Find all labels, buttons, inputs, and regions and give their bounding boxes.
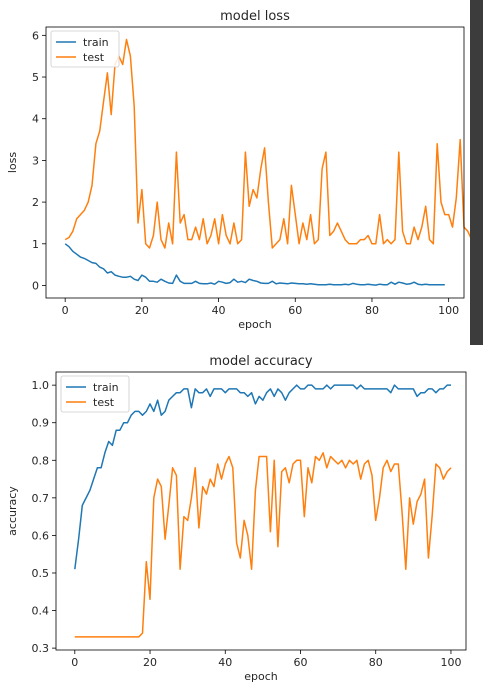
y-tick-label: 0.6 (32, 529, 50, 542)
chart-title: model loss (220, 9, 290, 24)
x-tick-label: 60 (288, 304, 302, 317)
y-tick-label: 0.9 (32, 417, 50, 430)
x-tick-label: 0 (62, 304, 69, 317)
loss-chart: model loss 0 20 40 60 80 100 0 1 2 3 4 5 6 epoch loss tr… (6, 9, 470, 331)
series-line-test (74, 452, 452, 638)
accuracy-chart: model accuracy 0 20 40 60 80 100 0.3 0.4 0.5 0.6 0.… (6, 354, 467, 683)
x-tick-label: 100 (440, 656, 461, 669)
scrollbar[interactable] (470, 0, 483, 345)
x-tick-label: 20 (135, 304, 149, 317)
y-axis-label: accuracy (6, 486, 19, 536)
series-line-test (64, 38, 470, 249)
x-tick-label: 80 (365, 304, 379, 317)
y-tick-label: 0 (32, 279, 39, 292)
x-tick-label: 20 (143, 656, 157, 669)
y-tick-label: 0.7 (32, 492, 50, 505)
x-tick-label: 100 (438, 304, 459, 317)
y-tick-label: 0.3 (32, 642, 50, 655)
plot-frame (55, 371, 467, 651)
y-tick-label: 0.5 (32, 567, 50, 580)
y-tick-label: 0.8 (32, 454, 50, 467)
y-tick-label: 1 (32, 238, 39, 251)
series-line-train (74, 384, 451, 570)
legend-label-train: train (93, 381, 119, 394)
y-tick-label: 3 (32, 154, 39, 167)
y-tick-label: 0.4 (32, 605, 50, 618)
legend-label-test: test (83, 51, 105, 64)
y-axis-label: loss (6, 152, 19, 174)
series-line-train (64, 243, 445, 286)
x-axis-label: epoch (238, 318, 272, 331)
x-tick-label: 80 (369, 656, 383, 669)
chart-title: model accuracy (209, 354, 313, 369)
x-axis-label: epoch (244, 670, 278, 683)
x-tick-label: 40 (212, 304, 226, 317)
legend: train test (60, 375, 130, 413)
y-tick-label: 2 (32, 196, 39, 209)
legend-box (50, 30, 120, 68)
y-tick-label: 4 (32, 113, 39, 126)
y-tick-label: 6 (32, 29, 39, 42)
legend-box (60, 375, 130, 413)
legend: train test (50, 30, 120, 68)
legend-label-test: test (93, 396, 115, 409)
legend-label-train: train (83, 36, 109, 49)
y-tick-label: 1.0 (32, 379, 50, 392)
x-tick-label: 60 (293, 656, 307, 669)
x-tick-label: 40 (218, 656, 232, 669)
plot-frame (45, 26, 465, 299)
y-tick-label: 5 (32, 71, 39, 84)
x-tick-label: 0 (71, 656, 78, 669)
